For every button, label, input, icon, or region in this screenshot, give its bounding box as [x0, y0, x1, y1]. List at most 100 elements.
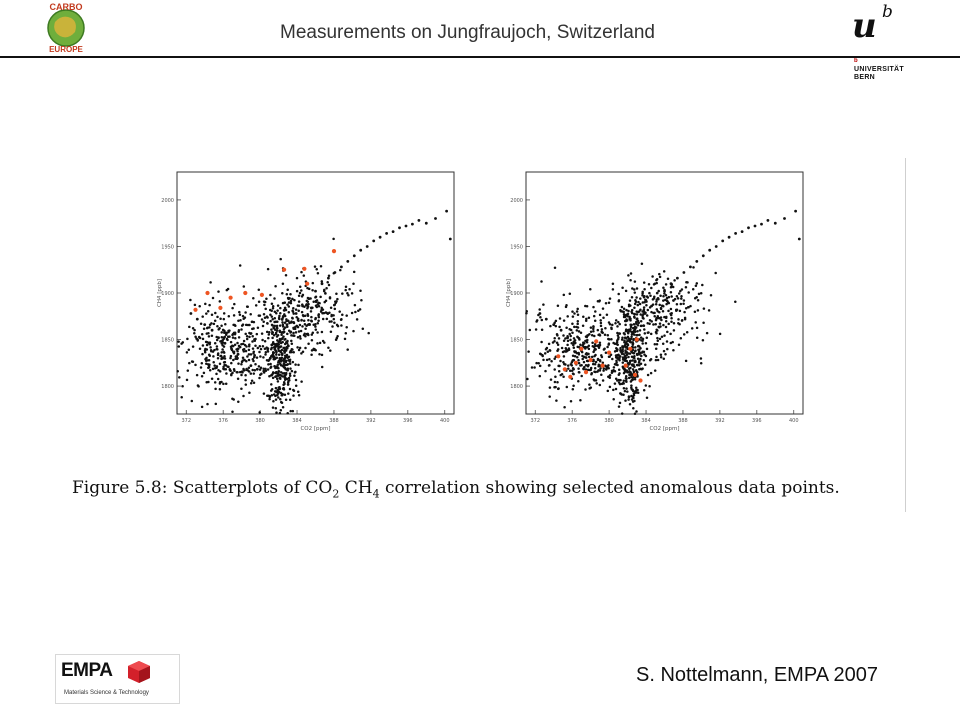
measurement-point: [288, 372, 292, 375]
vertical-divider: [905, 158, 906, 512]
measurement-point: [616, 331, 619, 335]
measurement-point: [306, 323, 310, 326]
measurement-point: [314, 322, 317, 326]
measurement-point: [280, 393, 283, 397]
measurement-point: [684, 285, 688, 289]
measurement-point: [191, 327, 195, 330]
measurement-point: [240, 373, 243, 377]
measurement-point: [222, 365, 225, 369]
measurement-point: [274, 284, 277, 288]
measurement-point: [275, 353, 278, 356]
measurement-point: [625, 380, 628, 383]
measurement-point: [587, 344, 591, 347]
measurement-point: [673, 297, 677, 301]
measurement-point: [281, 372, 285, 375]
measurement-point: [642, 281, 646, 284]
measurement-point: [577, 359, 580, 362]
measurement-point: [659, 355, 663, 359]
measurement-point: [627, 304, 631, 308]
measurement-point: [611, 369, 615, 373]
measurement-point: [552, 323, 556, 326]
measurement-point: [295, 276, 299, 280]
measurement-point: [193, 303, 197, 307]
measurement-point: [588, 368, 592, 372]
measurement-point: [621, 356, 625, 359]
measurement-point: [206, 326, 209, 329]
measurement-point: [639, 313, 642, 316]
measurement-point: [207, 335, 211, 338]
measurement-point: [689, 265, 692, 269]
measurement-point: [641, 294, 644, 297]
measurement-point: [583, 365, 586, 369]
measurement-point: [298, 291, 302, 295]
measurement-point: [233, 323, 236, 327]
measurement-point: [278, 317, 281, 321]
measurement-point: [268, 395, 272, 398]
measurement-point: [209, 281, 212, 284]
measurement-point: [612, 388, 615, 392]
measurement-point: [664, 293, 668, 297]
measurement-point: [223, 363, 226, 367]
measurement-point: [583, 355, 586, 359]
measurement-point: [212, 361, 215, 364]
measurement-point: [196, 339, 199, 342]
measurement-point: [558, 317, 562, 320]
measurement-point: [566, 364, 570, 367]
measurement-point: [263, 339, 267, 343]
measurement-point: [292, 394, 295, 397]
measurement-point: [610, 338, 613, 341]
measurement-point: [640, 339, 643, 342]
measurement-point: [634, 360, 637, 363]
measurement-point: [284, 337, 287, 341]
measurement-point: [633, 365, 636, 368]
measurement-point: [582, 360, 586, 364]
measurement-point: [244, 383, 248, 386]
measurement-point: [602, 369, 605, 372]
measurement-point: [660, 304, 664, 307]
measurement-point: [644, 384, 648, 387]
anomalous-point: [305, 281, 310, 286]
measurement-point: [239, 318, 242, 322]
measurement-point: [665, 302, 668, 306]
measurement-point: [550, 359, 553, 363]
measurement-point: [242, 350, 246, 353]
measurement-point: [579, 364, 582, 367]
measurement-point: [307, 302, 310, 306]
measurement-point: [274, 350, 278, 353]
measurement-point: [272, 333, 276, 337]
measurement-point: [278, 330, 282, 333]
measurement-point: [264, 353, 267, 356]
measurement-point: [569, 338, 572, 342]
measurement-point: [303, 314, 307, 318]
measurement-point: [231, 332, 235, 336]
measurement-point: [292, 307, 295, 310]
measurement-point: [584, 347, 587, 350]
measurement-point: [245, 367, 248, 371]
measurement-point: [207, 364, 211, 367]
measurement-point: [332, 317, 336, 321]
measurement-point: [301, 313, 305, 317]
measurement-point: [215, 365, 219, 368]
measurement-point: [185, 378, 189, 382]
measurement-point: [294, 378, 298, 382]
measurement-point: [297, 319, 300, 323]
measurement-point: [530, 366, 534, 369]
measurement-point: [655, 277, 659, 281]
measurement-point: [276, 327, 279, 330]
measurement-point: [311, 331, 315, 334]
measurement-point: [216, 377, 220, 381]
measurement-point: [359, 289, 362, 292]
measurement-point: [335, 300, 338, 303]
measurement-point: [672, 348, 675, 352]
measurement-point: [613, 369, 617, 373]
measurement-point: [638, 333, 641, 337]
measurement-point: [284, 371, 288, 375]
measurement-point: [300, 310, 304, 314]
measurement-point: [340, 265, 343, 269]
measurement-point: [634, 326, 638, 329]
measurement-point: [590, 333, 594, 337]
measurement-point: [237, 319, 240, 322]
measurement-point: [324, 292, 327, 295]
measurement-point: [556, 304, 560, 308]
measurement-point: [236, 377, 240, 381]
